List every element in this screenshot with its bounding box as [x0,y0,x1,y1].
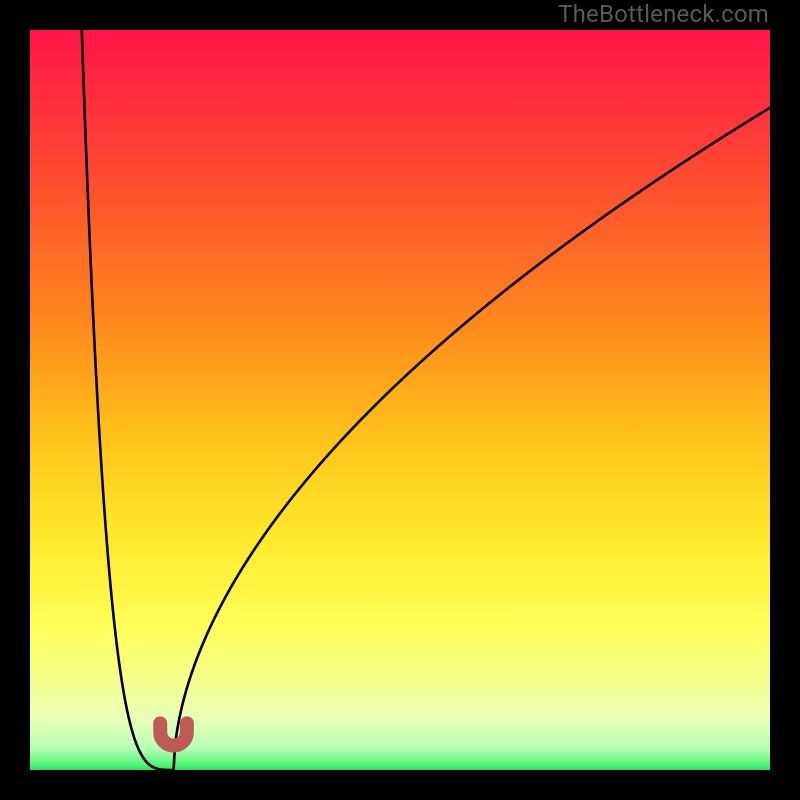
gradient-background [30,30,770,770]
bottleneck-curve-chart [30,30,770,770]
chart-stage: TheBottleneck.com [0,0,800,800]
watermark-text: TheBottleneck.com [558,0,769,28]
plot-area [30,30,770,770]
